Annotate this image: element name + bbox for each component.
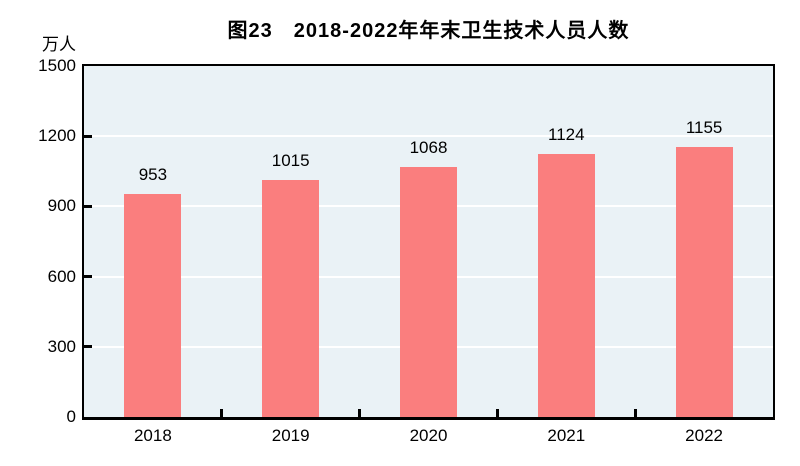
y-axis-tick-label: 0: [66, 407, 76, 426]
plot-area: 953 1015 1068 1124 1155: [82, 64, 775, 420]
bar: [400, 167, 457, 417]
bar: [124, 194, 182, 417]
bar-value-label: 1155: [685, 117, 723, 137]
x-axis-category-label: 2019: [271, 426, 310, 445]
y-axis-tick-label: 1500: [38, 56, 76, 75]
y-axis-tick-mark: [84, 134, 92, 138]
x-axis-category-label: 2018: [133, 426, 172, 445]
x-axis-tick-mark: [495, 409, 499, 417]
grid-line: [84, 135, 773, 138]
bar-value-label: 1068: [409, 138, 448, 158]
y-axis-unit-label: 万人: [42, 35, 76, 54]
bar: [537, 153, 595, 417]
y-axis-tick-mark: [84, 345, 92, 349]
x-axis-tick-mark: [220, 409, 224, 417]
y-axis-tick-label: 900: [47, 196, 76, 216]
bar-value-label: 1124: [548, 124, 585, 144]
bar: [262, 179, 320, 417]
x-axis-category-label: 2020: [409, 426, 448, 445]
y-axis-tick-label: 600: [47, 266, 76, 286]
x-axis-category-label: 2021: [547, 426, 586, 445]
y-axis-tick-mark: [84, 275, 92, 279]
bar-value-label: 1015: [271, 150, 310, 170]
x-axis-tick-mark: [358, 409, 362, 417]
bar-value-label: 953: [138, 165, 168, 184]
x-axis-tick-mark: [633, 409, 637, 417]
chart-title: 图23 2018-2022年年末卫生技术人员人数: [227, 20, 630, 42]
y-axis-tick-mark: [84, 204, 92, 208]
y-axis-tick-label: 300: [47, 336, 76, 356]
bar: [675, 146, 733, 417]
y-axis-tick-label: 1200: [38, 126, 76, 146]
x-axis-category-label: 2022: [685, 426, 723, 445]
